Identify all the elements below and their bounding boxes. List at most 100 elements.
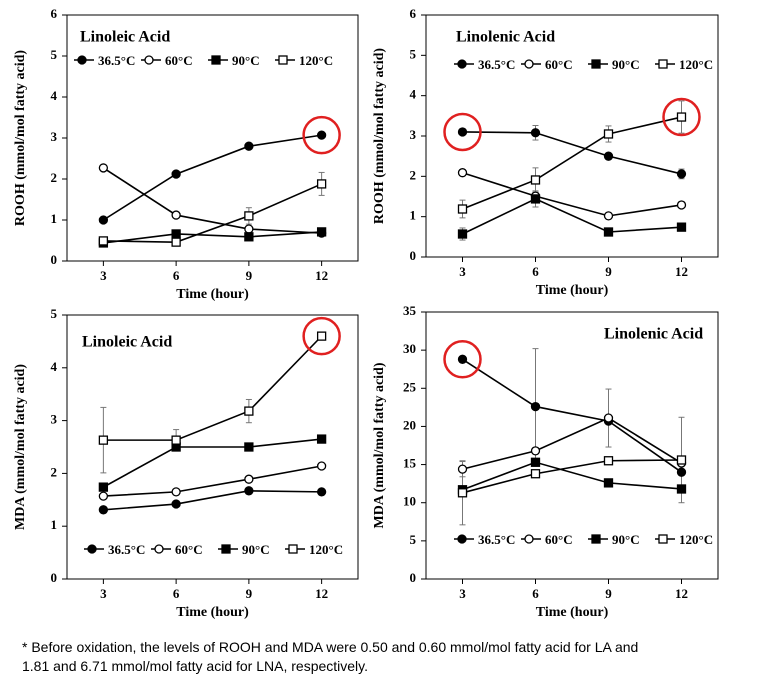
panel-title: Linolenic Acid	[456, 29, 555, 46]
series-line	[102, 167, 322, 234]
marker	[603, 478, 614, 488]
marker	[457, 534, 467, 544]
marker	[658, 59, 668, 69]
highlight-circle	[302, 115, 341, 155]
marker	[530, 194, 541, 204]
marker	[603, 456, 614, 466]
legend-label: 90°C	[612, 532, 640, 547]
x-axis-label: Time (hour)	[176, 605, 249, 620]
highlight-circle	[662, 97, 701, 137]
x-axis-label: Time (hour)	[536, 283, 609, 298]
marker	[530, 469, 541, 479]
series-line	[462, 358, 682, 473]
marker	[316, 179, 327, 189]
marker	[244, 224, 254, 234]
panel-title: Linolenic Acid	[604, 326, 703, 343]
legend-label: 36.5°C	[108, 542, 145, 557]
highlight-circle	[302, 316, 341, 356]
panel-title: Linoleic Acid	[82, 334, 172, 351]
x-tick-label: 12	[675, 264, 688, 279]
plot-frame	[425, 14, 719, 258]
legend-label: 120°C	[309, 542, 343, 557]
x-tick-label: 9	[605, 586, 612, 601]
series-line	[103, 465, 322, 497]
y-axis-label: MDA (mmol/mol fatty acid)	[13, 364, 28, 530]
series-line	[102, 438, 322, 488]
marker	[171, 435, 181, 445]
plot-frame	[66, 314, 359, 580]
x-tick-label: 9	[605, 264, 612, 279]
marker	[244, 474, 254, 484]
marker	[171, 210, 181, 220]
y-tick-label: 6	[51, 6, 58, 21]
marker	[530, 401, 541, 412]
x-tick-label: 3	[100, 586, 107, 601]
series-line	[462, 459, 682, 494]
y-tick-label: 0	[51, 252, 58, 267]
legend-label: 120°C	[679, 57, 713, 72]
x-tick-label: 6	[532, 264, 539, 279]
y-tick-label: 20	[403, 417, 416, 432]
marker	[457, 59, 467, 69]
marker	[316, 331, 327, 341]
panel-title: Linoleic Acid	[80, 29, 170, 46]
legend-label: 36.5°C	[478, 57, 515, 72]
legend-label: 120°C	[299, 53, 333, 68]
series-line	[102, 134, 322, 221]
y-tick-label: 35	[403, 303, 417, 318]
y-tick-label: 2	[51, 464, 58, 479]
marker	[603, 129, 614, 139]
y-tick-label: 4	[51, 359, 58, 374]
marker	[603, 211, 614, 221]
plot-frame	[66, 14, 359, 262]
marker	[457, 488, 468, 498]
marker	[98, 236, 109, 246]
footnote-line: 1.81 and 6.71 mmol/mol fatty acid for LN…	[22, 658, 369, 674]
y-tick-label: 30	[403, 341, 416, 356]
marker	[457, 168, 468, 178]
marker	[658, 534, 668, 544]
x-axis-label: Time (hour)	[176, 287, 249, 302]
y-tick-label: 2	[51, 170, 58, 185]
y-tick-label: 25	[403, 379, 417, 394]
x-tick-label: 3	[459, 264, 466, 279]
y-tick-label: 1	[51, 517, 58, 532]
marker	[676, 169, 687, 179]
legend-label: 60°C	[545, 57, 573, 72]
marker	[244, 211, 254, 221]
marker	[524, 59, 534, 69]
marker	[87, 544, 97, 554]
marker	[171, 169, 181, 179]
series-line	[462, 171, 682, 217]
marker	[171, 487, 181, 497]
marker	[316, 227, 327, 237]
footnote: * Before oxidation, the levels of ROOH a…	[22, 638, 762, 676]
y-tick-label: 15	[403, 456, 417, 471]
marker	[171, 229, 181, 239]
y-tick-label: 4	[410, 87, 417, 102]
marker	[98, 215, 109, 225]
y-tick-label: 1	[410, 208, 417, 223]
marker	[211, 55, 221, 65]
y-axis-label: MDA (mmol/mol fatty acid)	[372, 362, 387, 528]
highlight-circle	[443, 340, 482, 379]
series-line	[462, 417, 682, 470]
x-tick-label: 6	[173, 268, 180, 283]
marker	[524, 534, 534, 544]
y-tick-label: 4	[51, 88, 58, 103]
marker	[676, 484, 687, 494]
series-line	[462, 131, 682, 175]
x-tick-label: 3	[100, 268, 107, 283]
marker	[530, 446, 541, 456]
marker	[457, 229, 468, 239]
marker	[144, 55, 154, 65]
series-line	[103, 490, 322, 511]
marker	[457, 354, 468, 364]
marker	[171, 499, 181, 509]
x-tick-label: 12	[315, 586, 328, 601]
x-axis-label: Time (hour)	[536, 605, 609, 620]
marker	[457, 127, 468, 137]
marker	[591, 534, 601, 544]
x-tick-label: 12	[675, 586, 688, 601]
